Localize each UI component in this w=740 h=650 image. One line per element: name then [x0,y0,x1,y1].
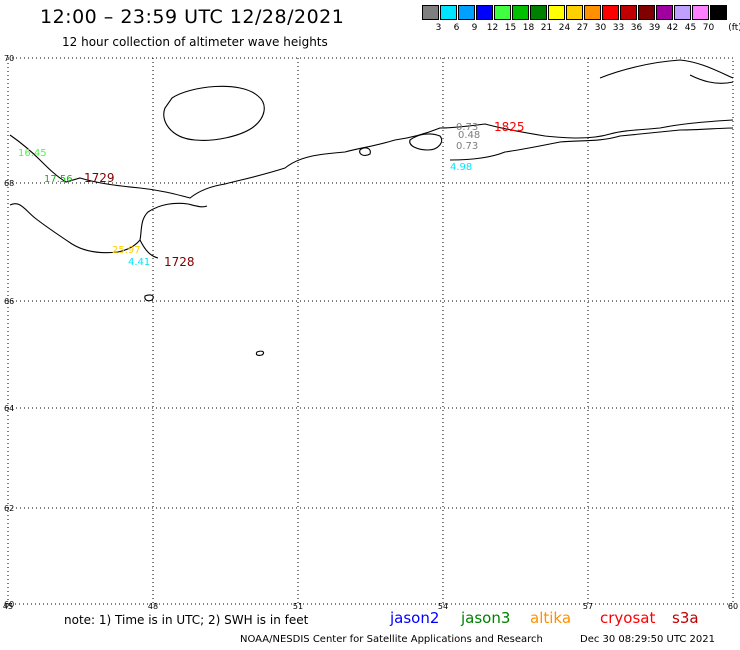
footer-credit: NOAA/NESDIS Center for Satellite Applica… [240,634,543,645]
legend-swatch [566,5,583,20]
longitude-tick-label: 45 [3,602,13,611]
legend-label: 39 [648,23,661,33]
legend-swatch [512,5,529,20]
latitude-tick-label: 64 [4,404,14,413]
observation-label: 4.98 [450,162,472,173]
legend-swatch [656,5,673,20]
satellite-altika: altika [530,609,572,627]
observation-label: 17.56 [44,174,73,185]
longitude-tick-label: 57 [583,602,593,611]
legend-label: 9 [471,23,478,33]
longitude-tick-label: 54 [438,602,448,611]
latitude-tick-label: 60 [4,600,14,609]
coastline [9,59,734,356]
legend-label: 45 [684,23,697,33]
island-kolguyev [163,85,265,141]
plot-frame [7,57,734,605]
legend-label: 33 [612,23,625,33]
legend-label: 30 [594,23,607,33]
legend-label: 18 [522,23,535,33]
legend-swatch [440,5,457,20]
observation-label: 25.97 [112,245,141,256]
latitude-tick-label: 68 [4,179,14,188]
satellite-jason2: jason2 [390,609,440,627]
observation-label: 1728 [164,255,195,269]
map-subtitle: 12 hour collection of altimeter wave hei… [62,35,328,49]
legend-swatch [710,5,727,20]
legend-swatch [620,5,637,20]
latitude-tick-label: 62 [4,504,14,513]
legend-swatch [602,5,619,20]
legend-swatch [422,5,439,20]
legend-swatch [494,5,511,20]
observation-labels: 16.45 17.56 1729 25.974.41 1728 0.730.480.73 1… [18,120,525,269]
observation-label: 0.48 [458,130,480,141]
legend-label: 36 [630,23,643,33]
legend-label: 6 [453,23,460,33]
observation-label: 1729 [84,171,115,185]
legend-swatch [476,5,493,20]
legend-label: 27 [576,23,589,33]
legend-label: 15 [504,23,517,33]
satellite-jason3: jason3 [461,609,511,627]
legend-label: 42 [666,23,679,33]
legend-label: 21 [540,23,553,33]
longitude-ticks: 45 48 51 54 57 60 [3,602,738,611]
islet-2 [255,350,265,356]
longitude-tick-label: 60 [728,602,738,611]
observation-label: 16.45 [18,148,47,159]
legend-label: 12 [486,23,499,33]
legend-label: 70 [702,23,715,33]
latitude-tick-label: 66 [4,297,14,306]
observation-label: 4.41 [128,257,150,268]
observation-label: 0.73 [456,122,478,133]
legend-swatch [638,5,655,20]
legend-swatch [692,5,709,20]
footer-note: note: 1) Time is in UTC; 2) SWH is in fe… [64,613,309,627]
satellite-cryosat: cryosat [600,609,656,627]
latitude-tick-label: 70 [4,54,14,63]
islet-1 [144,294,154,302]
legend-label: 3 [435,23,442,33]
legend-swatch [584,5,601,20]
longitude-tick-label: 48 [148,602,158,611]
observation-label: 0.73 [456,141,478,152]
legend-swatch [530,5,547,20]
latitude-ticks: 70 68 66 64 62 60 [4,54,14,609]
longitude-tick-label: 51 [293,602,303,611]
legend-swatch [548,5,565,20]
legend-label: 24 [558,23,571,33]
map-title: 12:00 – 23:59 UTC 12/28/2021 [40,6,345,28]
legend-unit: (ft) [728,23,740,33]
legend-swatch [458,5,475,20]
footer-timestamp: Dec 30 08:29:50 UTC 2021 [580,634,715,645]
satellite-s3a: s3a [672,609,699,627]
legend-swatch [674,5,691,20]
observation-label: 1825 [494,120,525,134]
graticule [8,58,733,604]
